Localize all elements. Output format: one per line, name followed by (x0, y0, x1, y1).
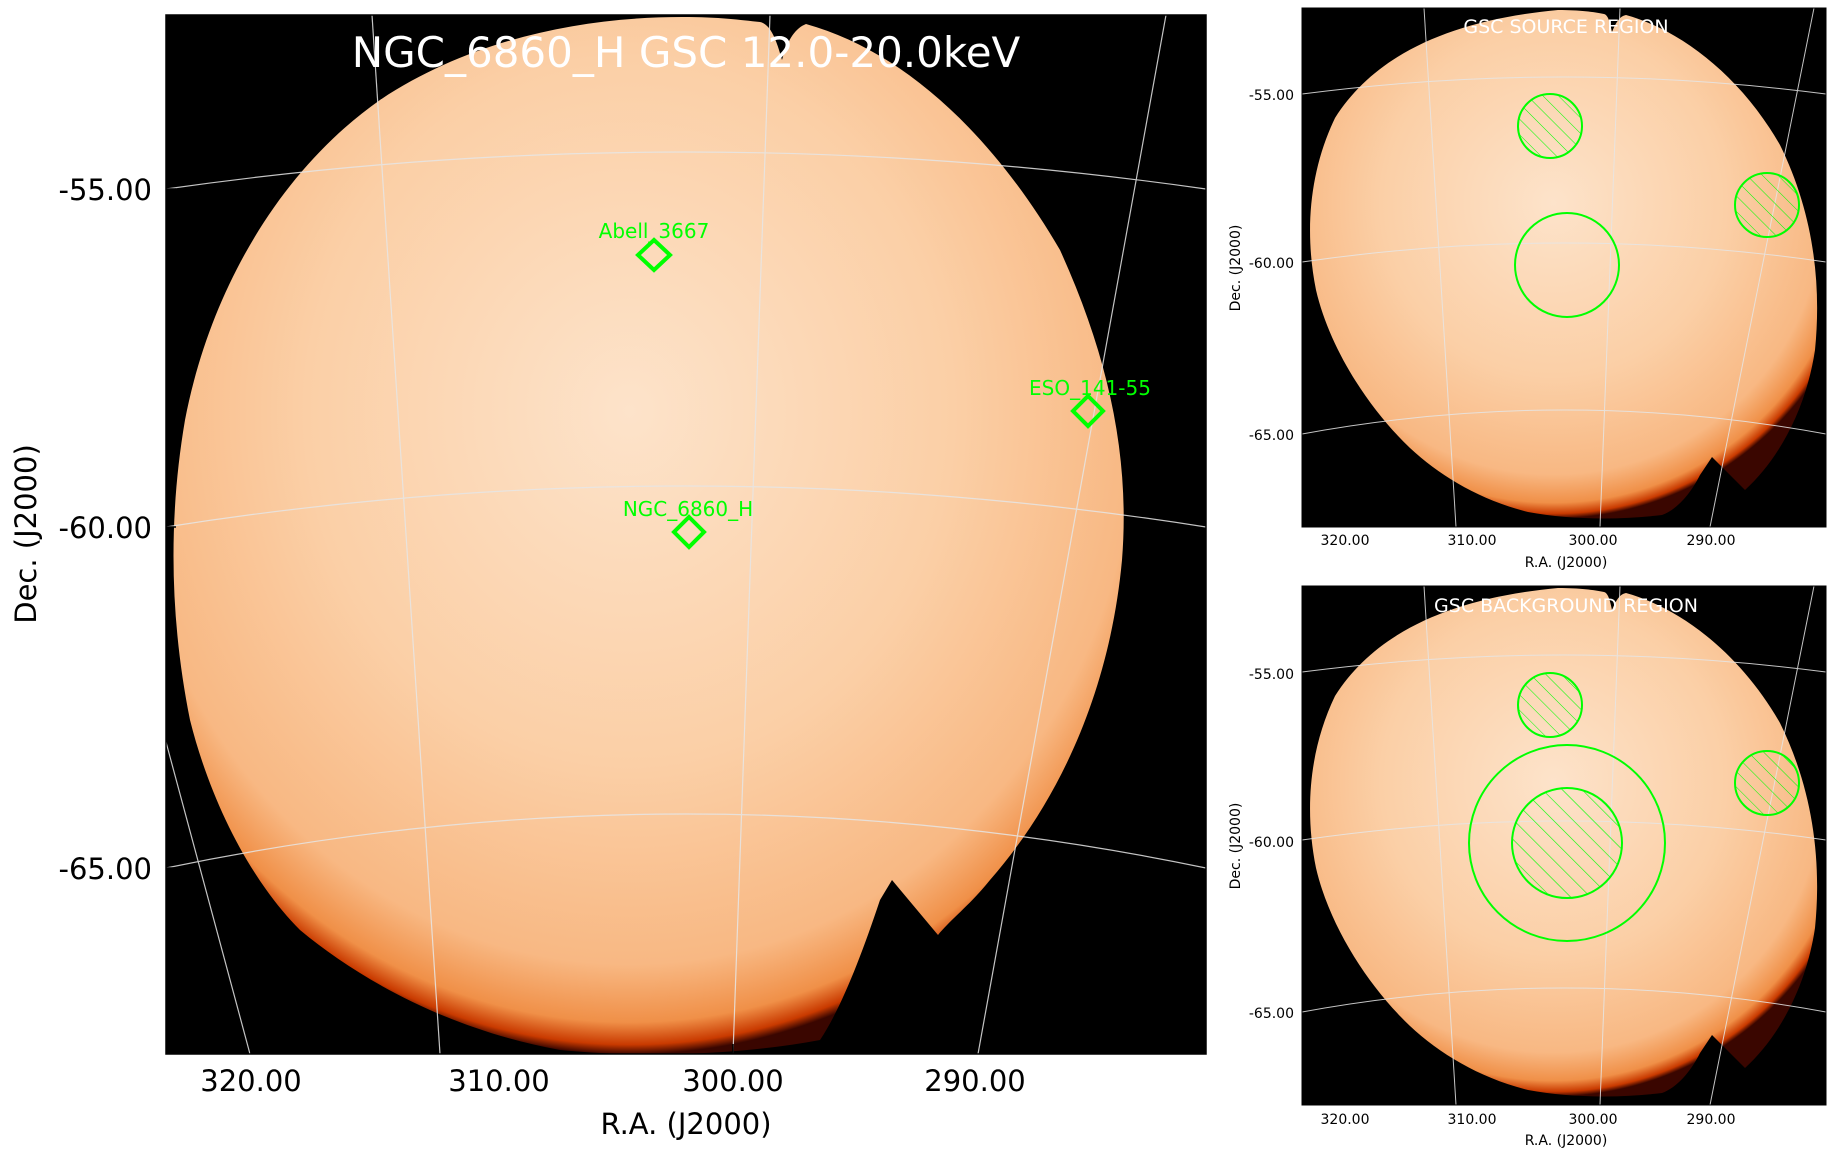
background-panel-title: GSC BACKGROUND REGION (1434, 595, 1698, 617)
source-label-ngc-6860-h: NGC_6860_H (623, 497, 753, 521)
source-panel-regions (1514, 93, 1800, 318)
background-panel-ytick-label: -60.00 (1249, 835, 1294, 851)
main-xtick-label: 310.00 (448, 1064, 549, 1098)
main-ytick-label: -60.00 (59, 511, 153, 545)
background-panel-xtick-label: 290.00 (1687, 1112, 1736, 1128)
background-panel-ytick-label: -65.00 (1249, 1006, 1294, 1022)
source-panel-title: GSC SOURCE REGION (1463, 16, 1668, 38)
coordinate-grid (166, 15, 1206, 1054)
main-ytick-label: -65.00 (59, 852, 153, 886)
main-frame (165, 14, 1207, 1055)
source-panel-xtick-label: 300.00 (1569, 533, 1618, 549)
background-panel-grid (1302, 586, 1826, 1105)
source-panel-ylabel: Dec. (J2000) (1228, 225, 1244, 312)
main-ylabel: Dec. (J2000) (9, 444, 43, 624)
source-marker-abell-3667[interactable] (635, 237, 673, 273)
source-panel-frame (1301, 7, 1827, 528)
source-panel-xtick-label: 310.00 (1448, 533, 1497, 549)
source-region-panel: GSC SOURCE REGION -55.00 -60.00 -65.00 3… (1228, 7, 1827, 571)
main-ticks (166, 188, 976, 1054)
main-xtick-label: 320.00 (200, 1064, 301, 1098)
background-panel-ytick-label: -55.00 (1249, 667, 1294, 683)
background-annulus-inner-excluded[interactable] (1511, 787, 1623, 899)
source-panel-xtick-label: 290.00 (1687, 533, 1736, 549)
main-xtick-label: 300.00 (682, 1064, 783, 1098)
source-panel-ytick-label: -55.00 (1249, 88, 1294, 104)
main-xlabel: R.A. (J2000) (600, 1107, 771, 1141)
source-panel-sky-image (1310, 10, 1818, 519)
background-panel-ylabel: Dec. (J2000) (1228, 803, 1244, 890)
background-panel-xlabel: R.A. (J2000) (1525, 1133, 1608, 1149)
source-panel-ytick-label: -65.00 (1249, 428, 1294, 444)
source-markers (635, 237, 1106, 550)
source-panel-xtick-label: 320.00 (1321, 533, 1370, 549)
excluded-region-eso-141-55[interactable] (1734, 750, 1800, 816)
background-panel-xtick-label: 310.00 (1448, 1112, 1497, 1128)
source-label-eso-141-55: ESO_141-55 (1029, 376, 1151, 400)
background-panel-xtick-label: 300.00 (1569, 1112, 1618, 1128)
background-annulus-outer[interactable] (1468, 744, 1666, 942)
source-panel-xlabel: R.A. (J2000) (1525, 555, 1608, 571)
source-panel-ytick-label: -60.00 (1249, 256, 1294, 272)
main-panel: Abell_3667 ESO_141-55 NGC_6860_H NGC_686… (9, 14, 1207, 1141)
source-panel-grid (1302, 8, 1826, 527)
background-panel-regions (1468, 672, 1800, 942)
background-panel-xtick-label: 320.00 (1321, 1112, 1370, 1128)
background-panel-frame (1301, 585, 1827, 1106)
source-label-abell-3667: Abell_3667 (599, 219, 710, 243)
main-title: NGC_6860_H GSC 12.0-20.0keV (352, 28, 1021, 77)
excluded-region-abell-3667[interactable] (1517, 672, 1583, 738)
source-marker-ngc-6860-h[interactable] (671, 514, 707, 550)
source-marker-eso-141-55[interactable] (1070, 393, 1106, 429)
main-ytick-label: -55.00 (59, 173, 153, 207)
main-sky-image (173, 17, 1124, 1054)
main-xtick-label: 290.00 (924, 1064, 1025, 1098)
background-region-panel: GSC BACKGROUND REGION -55.00 -60.00 -65.… (1228, 585, 1827, 1149)
excluded-region-eso-141-55[interactable] (1734, 172, 1800, 238)
excluded-region-abell-3667[interactable] (1517, 93, 1583, 159)
source-region-circle[interactable] (1514, 212, 1620, 318)
